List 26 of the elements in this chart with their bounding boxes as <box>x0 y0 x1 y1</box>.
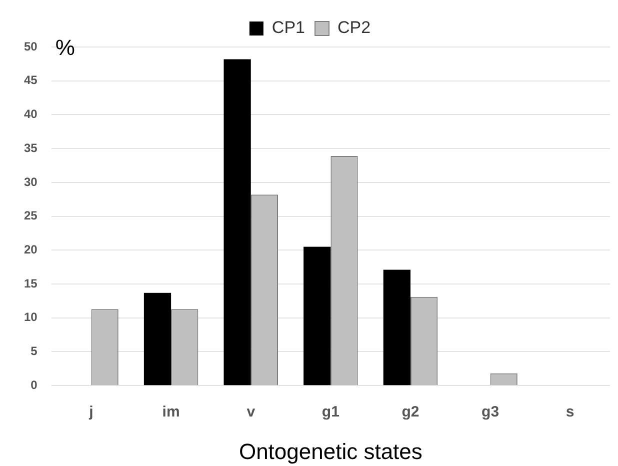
legend-label: CP1 <box>272 18 306 38</box>
x-tick-label: v <box>246 404 256 421</box>
y-tick-label: 35 <box>24 140 38 155</box>
x-tick-label: g3 <box>482 404 500 421</box>
y-tick-label: 20 <box>24 242 38 256</box>
x-tick-label: s <box>566 404 574 421</box>
bar <box>304 246 331 386</box>
y-tick-label: 10 <box>24 310 38 324</box>
y-tick-label: 30 <box>24 174 38 189</box>
legend-label: CP2 <box>338 18 371 38</box>
x-tick-label: im <box>162 404 180 421</box>
x-tick-label: g1 <box>322 404 340 421</box>
x-axis-title: Ontogenetic states <box>238 438 422 464</box>
x-tick-label: j <box>88 404 94 421</box>
y-tick-label: 45 <box>24 73 38 88</box>
y-axis-title: % <box>55 35 75 60</box>
y-tick-label: 0 <box>30 378 38 392</box>
y-tick-label: 25 <box>24 208 38 223</box>
bar <box>144 292 172 386</box>
bar <box>383 270 410 386</box>
y-tick-label: 5 <box>30 344 38 358</box>
y-tick-label: 15 <box>24 276 38 290</box>
y-tick-label: 50 <box>24 39 38 54</box>
bar <box>224 59 251 386</box>
y-tick-label: 40 <box>24 107 38 122</box>
x-tick-label: g2 <box>402 404 420 421</box>
